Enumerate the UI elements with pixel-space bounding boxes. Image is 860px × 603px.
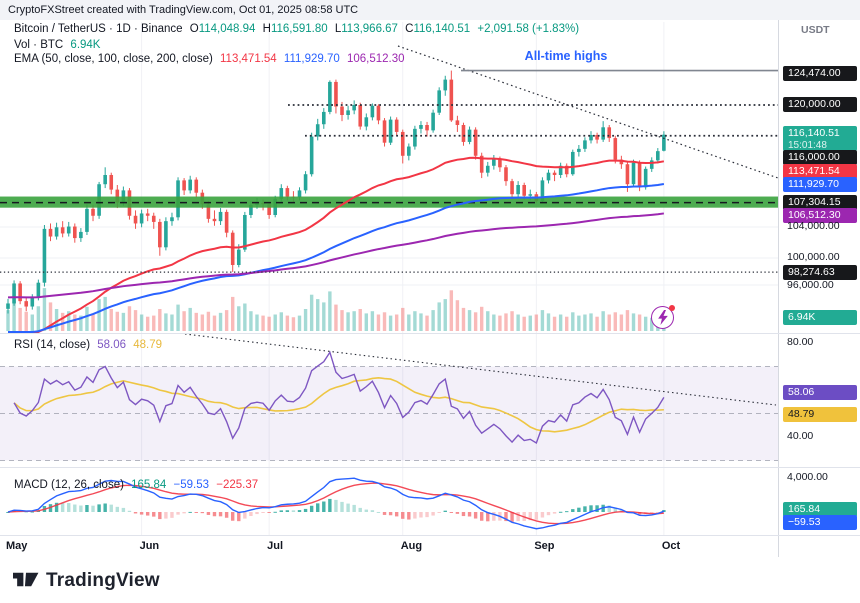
flash-button[interactable]	[651, 305, 675, 329]
svg-text:Jul: Jul	[267, 540, 283, 552]
ema50-value: 113,471.54	[220, 53, 277, 65]
change-value: +2,091.58 (+1.83%)	[477, 23, 580, 35]
volume-legend[interactable]: Vol · BTC 6.94K	[14, 38, 100, 52]
axis-label: 4,000.00	[787, 471, 828, 483]
notification-dot	[669, 305, 675, 311]
axis-label: 124,474.00	[783, 66, 857, 81]
svg-text:Sep: Sep	[534, 540, 554, 552]
ema100-value: 111,929.70	[283, 53, 340, 65]
pane-separator-volume-rsi[interactable]	[0, 333, 860, 334]
axis-label: 106,512.30	[783, 208, 857, 223]
tradingview-brand-name[interactable]: TradingView	[46, 570, 160, 591]
axis-label: 116,140.51 15:01:48	[783, 126, 857, 151]
rsi-ma-value: 48.79	[133, 339, 163, 351]
low-value: 113,966.67	[341, 23, 398, 35]
attribution-text: CryptoFXStreet created with TradingView.…	[8, 4, 359, 16]
rsi-value: 58.06	[97, 339, 127, 351]
ema-legend[interactable]: EMA (50, close, 100, close, 200, close) …	[14, 52, 405, 66]
axis-label: 98,274.63	[783, 265, 857, 280]
rsi-label: RSI (14, close)	[14, 339, 91, 351]
axis-label: 104,000.00	[787, 220, 840, 232]
svg-text:Oct: Oct	[662, 540, 681, 552]
time-scale[interactable]	[0, 535, 778, 557]
attribution-bar: CryptoFXStreet created with TradingView.…	[0, 0, 860, 20]
axis-label: 6.94K	[783, 310, 857, 325]
high-value: 116,591.80	[270, 23, 328, 35]
symbol-title: Bitcoin / TetherUS	[14, 23, 106, 35]
axis-label: 120,000.00	[783, 97, 857, 112]
macd-legend[interactable]: MACD (12, 26, close) 165.84 −59.53 −225.…	[14, 478, 258, 492]
svg-text:Jun: Jun	[140, 540, 160, 552]
axis-label: 113,471.54	[783, 164, 857, 179]
macd-line-value: −59.53	[173, 479, 210, 491]
axis-label: 165.84	[783, 502, 857, 517]
macd-signal-value: −225.37	[216, 479, 259, 491]
axis-label: 107,304.15	[783, 195, 857, 210]
axis-label: 58.06	[783, 385, 857, 400]
axis-label: USDT	[801, 24, 830, 36]
close-label: C	[405, 23, 414, 35]
volume-value: 6.94K	[70, 39, 101, 51]
lightning-icon	[657, 310, 668, 325]
rsi-legend[interactable]: RSI (14, close) 58.06 48.79	[14, 338, 162, 352]
all-time-highs-annotation: All-time highs	[524, 49, 608, 63]
interval-exchange: · 1D · Binance	[109, 23, 183, 35]
chart-svg: May Jun Jul Aug Sep Oct	[0, 22, 779, 552]
chart-canvas[interactable]: May Jun Jul Aug Sep Oct	[0, 20, 779, 557]
tradingview-logo-icon[interactable]	[13, 570, 40, 590]
open-label: O	[189, 23, 199, 35]
axis-label: 96,000.00	[787, 279, 834, 291]
axis-label: 48.79	[783, 407, 857, 422]
open-value: 114,048.94	[198, 23, 256, 35]
ema200-value: 106,512.30	[346, 53, 405, 65]
svg-text:Aug: Aug	[401, 540, 422, 552]
pane-separator-rsi-macd[interactable]	[0, 467, 860, 468]
axis-label: 40.00	[787, 430, 814, 442]
macd-label: MACD (12, 26, close)	[14, 479, 124, 491]
volume-label: Vol · BTC	[14, 39, 64, 51]
svg-text:May: May	[6, 540, 28, 552]
pane-separator-macd-timeaxis	[0, 535, 860, 536]
axis-label: 100,000.00	[787, 251, 840, 263]
axis-label: 116,000.00	[783, 150, 857, 165]
axis-label: 80.00	[787, 336, 814, 348]
low-label: L	[334, 23, 342, 35]
macd-hist-value: 165.84	[131, 479, 167, 491]
symbol-legend[interactable]: Bitcoin / TetherUS · 1D · Binance O114,0…	[14, 22, 579, 36]
footer: TradingView	[0, 557, 860, 603]
axis-label: 111,929.70	[783, 177, 857, 192]
high-label: H	[262, 23, 271, 35]
close-value: 116,140.51	[413, 23, 471, 35]
ema-label: EMA (50, close, 100, close, 200, close)	[14, 53, 213, 65]
axis-label: −59.53	[783, 515, 857, 530]
